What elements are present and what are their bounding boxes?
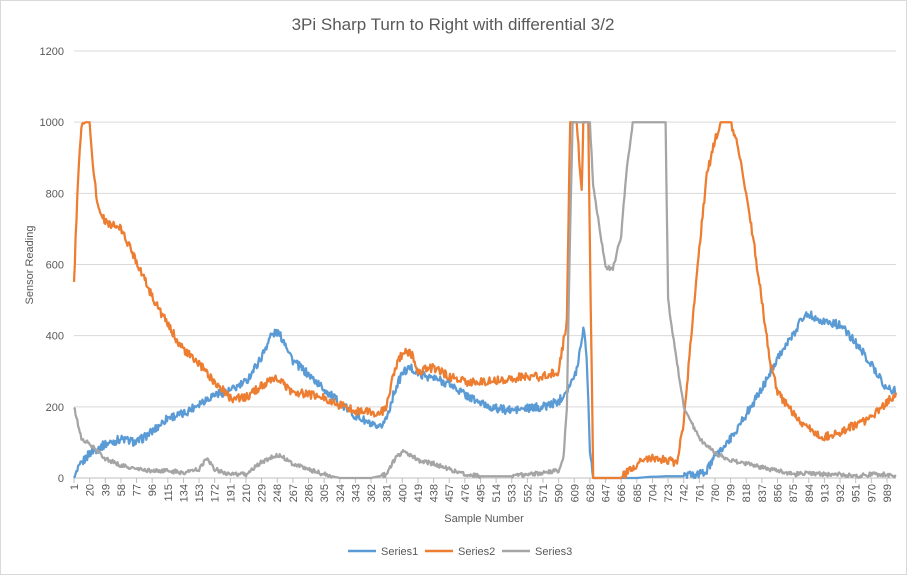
- series-lines: [72, 121, 898, 480]
- series-line-series1: [72, 310, 897, 480]
- x-tick-label: 58: [116, 484, 128, 496]
- x-tick-label: 77: [132, 484, 144, 496]
- x-tick-label: 704: [647, 484, 659, 502]
- x-tick-label: 875: [788, 484, 800, 502]
- x-tick-label: 818: [741, 484, 753, 502]
- legend: Series1 Series2 Series3: [348, 546, 572, 558]
- x-axis-ticks: 1 20 39 58 77 96 115 134 153 172 191 210 229 248 267 28…: [69, 478, 894, 502]
- x-tick-label: 191: [225, 484, 237, 502]
- x-tick-label: 476: [460, 484, 472, 502]
- y-axis-ticks: 0 200 400 600 800 1000 1200: [40, 46, 64, 485]
- legend-label: Series1: [381, 546, 418, 558]
- y-tick-label: 200: [46, 402, 64, 414]
- x-tick-label: 419: [413, 484, 425, 502]
- x-tick-label: 761: [694, 484, 706, 502]
- x-tick-label: 381: [382, 484, 394, 502]
- x-tick-label: 799: [726, 484, 738, 502]
- x-tick-label: 609: [569, 484, 581, 502]
- y-tick-label: 600: [46, 260, 64, 272]
- x-tick-label: 932: [835, 484, 847, 502]
- x-tick-label: 742: [679, 484, 691, 502]
- x-tick-label: 723: [663, 484, 675, 502]
- y-tick-label: 0: [58, 473, 64, 485]
- x-tick-label: 153: [194, 484, 206, 502]
- x-tick-label: 685: [632, 484, 644, 502]
- x-tick-label: 837: [757, 484, 769, 502]
- x-tick-label: 286: [304, 484, 316, 502]
- x-tick-label: 229: [257, 484, 269, 502]
- x-tick-label: 970: [866, 484, 878, 502]
- x-tick-label: 172: [210, 484, 222, 502]
- x-tick-label: 647: [601, 484, 613, 502]
- x-tick-label: 362: [366, 484, 378, 502]
- x-tick-label: 248: [272, 484, 284, 502]
- y-tick-label: 800: [46, 188, 64, 200]
- x-tick-label: 20: [85, 484, 97, 496]
- x-tick-label: 590: [554, 484, 566, 502]
- x-tick-label: 39: [100, 484, 112, 496]
- x-tick-label: 1: [69, 484, 81, 490]
- x-tick-label: 628: [585, 484, 597, 502]
- x-tick-label: 780: [710, 484, 722, 502]
- series-line-series3: [73, 121, 897, 480]
- x-tick-label: 457: [444, 484, 456, 502]
- chart-title: 3Pi Sharp Turn to Right with differentia…: [292, 15, 615, 34]
- legend-label: Series3: [535, 546, 572, 558]
- gridlines: [74, 50, 896, 479]
- x-tick-label: 989: [882, 484, 894, 502]
- x-axis-title: Sample Number: [444, 513, 524, 525]
- y-tick-label: 1000: [40, 117, 64, 129]
- legend-label: Series2: [458, 546, 495, 558]
- x-tick-label: 305: [319, 484, 331, 502]
- x-tick-label: 894: [804, 484, 816, 502]
- x-tick-label: 495: [475, 484, 487, 502]
- y-tick-label: 400: [46, 331, 64, 343]
- x-tick-label: 438: [429, 484, 441, 502]
- x-tick-label: 115: [163, 484, 175, 502]
- y-axis-title: Sensor Reading: [24, 226, 36, 305]
- x-tick-label: 951: [851, 484, 863, 502]
- x-tick-label: 324: [335, 484, 347, 502]
- series-line-series2: [72, 121, 898, 480]
- x-tick-label: 552: [522, 484, 534, 502]
- x-tick-label: 400: [397, 484, 409, 502]
- x-tick-label: 210: [241, 484, 253, 502]
- x-tick-label: 514: [491, 484, 503, 502]
- x-tick-label: 666: [616, 484, 628, 502]
- x-tick-label: 913: [819, 484, 831, 502]
- x-tick-label: 134: [178, 484, 190, 502]
- x-tick-label: 343: [350, 484, 362, 502]
- x-tick-label: 571: [538, 484, 550, 502]
- x-tick-label: 267: [288, 484, 300, 502]
- x-tick-label: 96: [147, 484, 159, 496]
- x-tick-label: 533: [507, 484, 519, 502]
- x-tick-label: 856: [773, 484, 785, 502]
- y-tick-label: 1200: [40, 46, 64, 58]
